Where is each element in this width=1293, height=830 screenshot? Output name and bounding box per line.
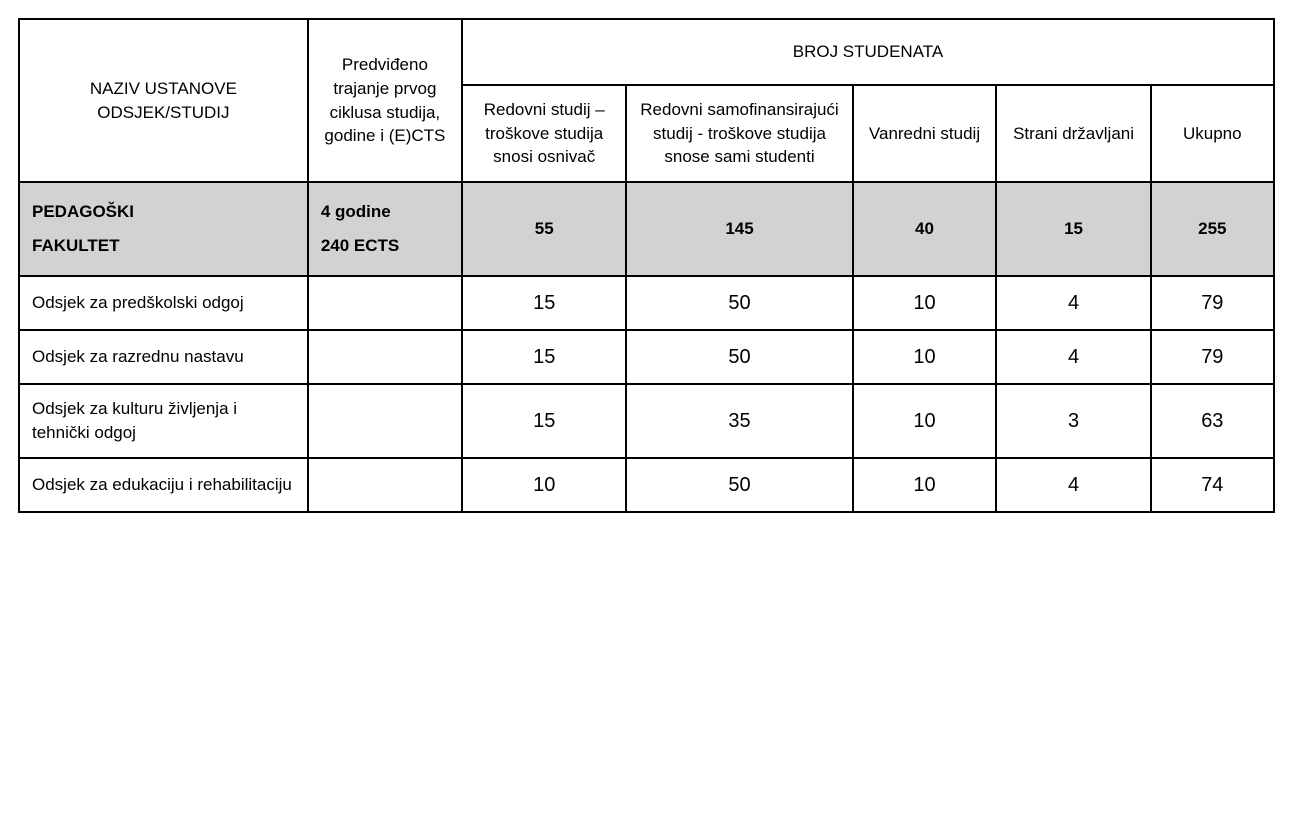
col-header-naziv: NAZIV USTANOVE ODSJEK/STUDIJ (19, 19, 308, 182)
col-header-vanredni: Vanredni studij (853, 85, 997, 182)
enrollment-table: NAZIV USTANOVE ODSJEK/STUDIJ Predviđeno … (18, 18, 1275, 513)
total-duration-line1: 4 godine (321, 202, 391, 221)
col-header-ukupno: Ukupno (1151, 85, 1274, 182)
col-header-trajanje: Predviđeno trajanje prvog ciklusa studij… (308, 19, 462, 182)
total-label-line2: FAKULTET (32, 236, 120, 255)
table-row-total: PEDAGOŠKI FAKULTET 4 godine 240 ECTS 55 … (19, 182, 1274, 276)
row-label: Odsjek za predškolski odgoj (19, 276, 308, 330)
row-val-4: 79 (1151, 276, 1274, 330)
row-duration (308, 276, 462, 330)
row-val-3: 3 (996, 384, 1150, 458)
row-val-2: 10 (853, 276, 997, 330)
col-header-samofinansirajuci: Redovni samofinansirajući studij - trošk… (626, 85, 852, 182)
total-val-4: 255 (1151, 182, 1274, 276)
row-val-2: 10 (853, 384, 997, 458)
table-header-row-1: NAZIV USTANOVE ODSJEK/STUDIJ Predviđeno … (19, 19, 1274, 85)
row-val-0: 10 (462, 458, 626, 512)
col-header-strani: Strani državljani (996, 85, 1150, 182)
total-label-line1: PEDAGOŠKI (32, 202, 134, 221)
row-val-3: 4 (996, 458, 1150, 512)
total-val-1: 145 (626, 182, 852, 276)
total-duration-line2: 240 ECTS (321, 236, 399, 255)
row-val-2: 10 (853, 330, 997, 384)
row-val-1: 50 (626, 276, 852, 330)
row-duration (308, 458, 462, 512)
table-row: Odsjek za predškolski odgoj 15 50 10 4 7… (19, 276, 1274, 330)
total-label: PEDAGOŠKI FAKULTET (19, 182, 308, 276)
table-row: Odsjek za kulturu življenja i tehnički o… (19, 384, 1274, 458)
row-duration (308, 384, 462, 458)
row-val-1: 50 (626, 458, 852, 512)
row-duration (308, 330, 462, 384)
row-val-4: 63 (1151, 384, 1274, 458)
row-label: Odsjek za razrednu nastavu (19, 330, 308, 384)
col-header-broj-group: BROJ STUDENATA (462, 19, 1274, 85)
row-val-3: 4 (996, 330, 1150, 384)
row-val-0: 15 (462, 384, 626, 458)
row-val-3: 4 (996, 276, 1150, 330)
row-label: Odsjek za kulturu življenja i tehnički o… (19, 384, 308, 458)
row-val-1: 50 (626, 330, 852, 384)
row-val-0: 15 (462, 330, 626, 384)
total-val-0: 55 (462, 182, 626, 276)
row-val-0: 15 (462, 276, 626, 330)
col-header-redovni: Redovni studij – troškove studija snosi … (462, 85, 626, 182)
row-val-4: 79 (1151, 330, 1274, 384)
row-val-4: 74 (1151, 458, 1274, 512)
table-row: Odsjek za razrednu nastavu 15 50 10 4 79 (19, 330, 1274, 384)
row-val-1: 35 (626, 384, 852, 458)
total-duration: 4 godine 240 ECTS (308, 182, 462, 276)
row-label: Odsjek za edukaciju i rehabilitaciju (19, 458, 308, 512)
total-val-3: 15 (996, 182, 1150, 276)
row-val-2: 10 (853, 458, 997, 512)
total-val-2: 40 (853, 182, 997, 276)
table-row: Odsjek za edukaciju i rehabilitaciju 10 … (19, 458, 1274, 512)
